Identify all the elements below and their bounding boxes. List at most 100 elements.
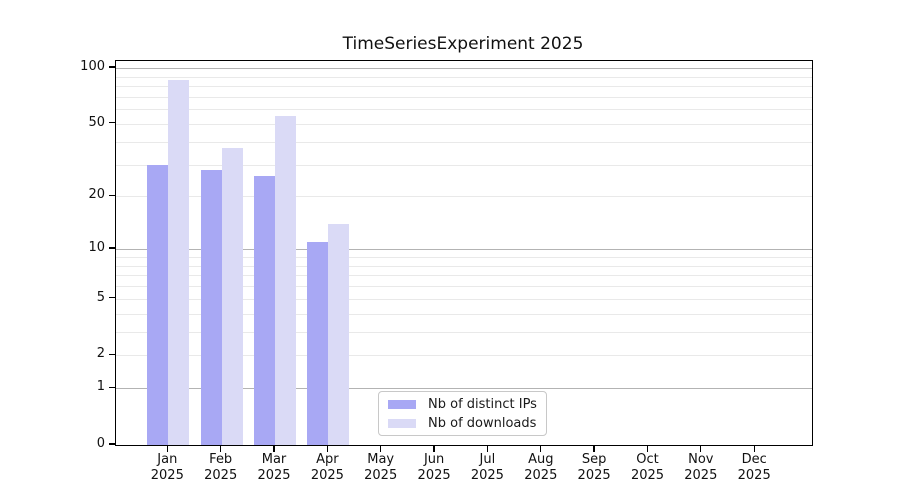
minor-gridline — [116, 275, 812, 277]
minor-gridline — [116, 109, 812, 111]
x-tick-year: 2025 — [577, 468, 611, 483]
y-tick-mark — [109, 247, 115, 249]
major-gridline — [116, 249, 812, 251]
y-tick-mark — [109, 296, 115, 299]
y-tick-label: 20 — [88, 187, 105, 203]
bar-distinct-ips — [200, 169, 222, 445]
x-tick-year: 2025 — [524, 468, 558, 483]
minor-gridline — [116, 96, 812, 98]
y-tick-label: 0 — [96, 436, 105, 451]
x-tick-label: Nov 2025 — [671, 452, 731, 484]
minor-gridline — [116, 265, 812, 267]
x-tick-month: Oct — [636, 452, 659, 467]
x-tick-year: 2025 — [257, 468, 291, 483]
major-gridline — [116, 388, 812, 390]
x-tick-mark — [166, 445, 168, 452]
x-tick-year: 2025 — [150, 468, 184, 483]
x-tick-label: May 2025 — [351, 452, 411, 484]
y-tick-mark — [109, 443, 115, 445]
x-tick-mark — [486, 445, 489, 452]
y-tick-mark — [109, 122, 115, 124]
x-tick-month: Dec — [741, 452, 767, 467]
x-tick-year: 2025 — [630, 468, 665, 483]
x-tick-label: Aug 2025 — [511, 452, 571, 484]
y-tick-mark — [109, 66, 115, 68]
bar-distinct-ips — [254, 175, 275, 445]
x-tick-label: Oct 2025 — [618, 452, 678, 484]
x-tick-year: 2025 — [364, 468, 398, 483]
x-tick-month: Feb — [209, 452, 233, 467]
x-tick-month: Jun — [423, 452, 445, 467]
minor-gridline — [116, 76, 812, 78]
bar-downloads — [168, 80, 190, 445]
x-tick-month: Jan — [157, 452, 178, 467]
x-tick-mark — [753, 445, 755, 452]
x-tick-mark — [433, 445, 435, 452]
x-tick-month: Mar — [261, 452, 287, 467]
x-tick-label: Feb 2025 — [191, 452, 251, 484]
chart-title: TimeSeriesExperiment 2025 — [342, 34, 584, 54]
x-tick-mark — [593, 445, 595, 452]
y-tick-mark — [109, 353, 115, 355]
legend-label: Nb of downloads — [428, 415, 537, 431]
minor-gridline — [116, 256, 812, 258]
bar-downloads — [328, 223, 350, 445]
x-tick-month: Sep — [581, 452, 607, 467]
x-tick-mark — [273, 445, 275, 452]
x-tick-mark — [700, 445, 702, 452]
x-tick-label: Sep 2025 — [564, 452, 624, 484]
x-tick-month: Nov — [688, 452, 714, 467]
major-gridline — [116, 68, 812, 69]
legend-swatch — [388, 418, 416, 428]
minor-gridline — [116, 141, 812, 143]
minor-gridline — [116, 313, 812, 315]
x-tick-mark — [646, 445, 649, 452]
legend-entry: Nb of distinct IPs — [388, 396, 537, 412]
minor-gridline — [116, 298, 812, 300]
minor-gridline — [116, 331, 812, 333]
x-tick-mark — [380, 445, 382, 452]
legend-swatch — [388, 399, 416, 409]
minor-gridline — [116, 355, 812, 357]
y-tick-label: 50 — [88, 114, 105, 130]
x-tick-month: May — [367, 452, 395, 467]
bar-downloads — [275, 116, 296, 445]
bar-distinct-ips — [147, 164, 169, 445]
x-tick-mark — [326, 445, 329, 452]
y-tick-mark — [109, 386, 115, 389]
x-tick-year: 2025 — [470, 468, 504, 483]
x-tick-label: Apr 2025 — [297, 452, 357, 484]
minor-gridline — [116, 286, 812, 287]
bar-downloads — [221, 147, 243, 445]
legend: Nb of distinct IPs Nb of downloads — [378, 391, 547, 436]
x-tick-year: 2025 — [310, 468, 344, 483]
y-tick-mark — [109, 194, 115, 196]
x-tick-year: 2025 — [204, 468, 238, 483]
x-tick-label: Jul 2025 — [457, 452, 517, 484]
x-tick-label: Jun 2025 — [404, 452, 464, 484]
y-tick-label: 5 — [96, 289, 105, 305]
x-tick-mark — [540, 445, 542, 452]
legend-label: Nb of distinct IPs — [428, 396, 537, 412]
x-tick-month: Jul — [479, 452, 496, 467]
y-tick-label: 10 — [88, 240, 105, 256]
x-tick-year: 2025 — [684, 468, 718, 483]
x-tick-label: Mar 2025 — [244, 452, 304, 484]
legend-entry: Nb of downloads — [388, 415, 537, 431]
minor-gridline — [116, 86, 812, 87]
plot-area — [115, 60, 813, 446]
y-tick-label: 2 — [96, 346, 105, 362]
x-tick-month: Aug — [528, 452, 554, 467]
bar-distinct-ips — [307, 242, 329, 445]
y-tick-label: 1 — [96, 379, 105, 395]
x-tick-label: Jan 2025 — [137, 452, 197, 484]
minor-gridline — [116, 123, 812, 125]
x-tick-mark — [220, 445, 222, 452]
y-tick-label: 100 — [80, 59, 105, 74]
minor-gridline — [116, 196, 812, 198]
minor-gridline — [116, 164, 812, 166]
x-tick-year: 2025 — [417, 468, 451, 483]
x-tick-label: Dec 2025 — [724, 452, 784, 484]
x-tick-month: Apr — [316, 452, 339, 467]
